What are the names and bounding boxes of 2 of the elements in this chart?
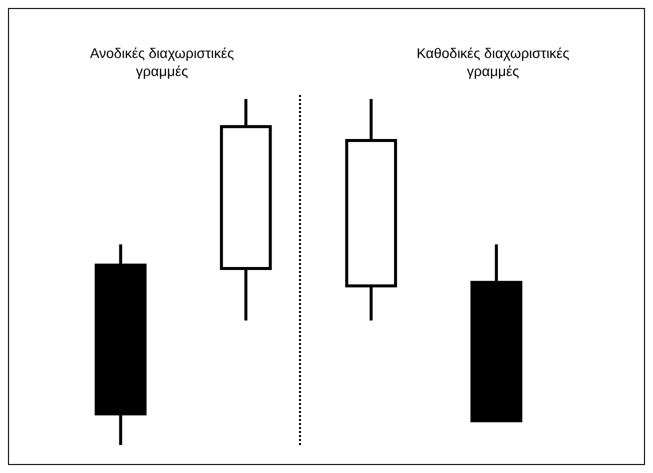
text: Καθοδικές διαχωριστικές γραμμές — [416, 44, 570, 80]
text: Ανοδικές διαχωριστικές γραμμές — [89, 44, 235, 80]
